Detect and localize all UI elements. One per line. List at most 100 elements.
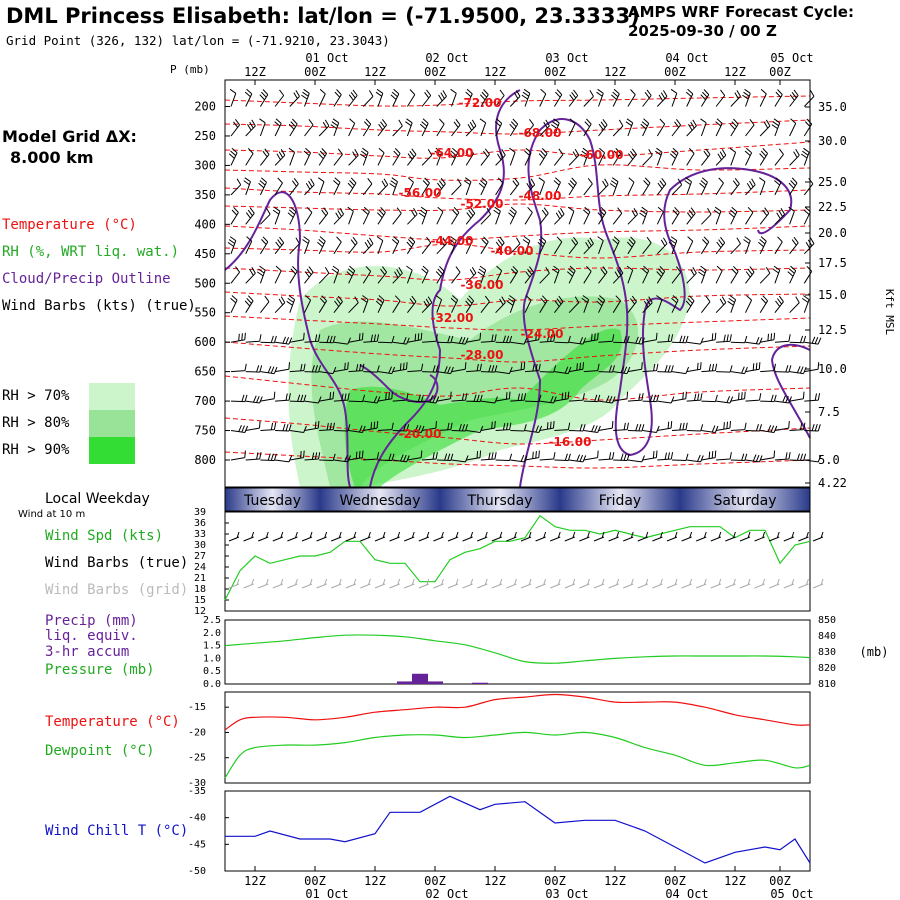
- wind-barb: [774, 89, 783, 107]
- model-grid-label: Model Grid ΔX:: [2, 127, 137, 146]
- weekday-label: Tuesday: [243, 493, 301, 509]
- wind-barb: [377, 119, 387, 137]
- wind-barb: [407, 208, 418, 225]
- wind-barb: [275, 362, 290, 373]
- cloud-outline: [369, 89, 521, 488]
- wind-barb: [627, 295, 637, 314]
- wind-barb: [480, 365, 498, 373]
- top-date-label: 04 Oct: [665, 51, 708, 65]
- wind-barb: [348, 118, 356, 137]
- precip-tick-label: 1.5: [203, 641, 221, 652]
- wind-barb: [745, 337, 763, 345]
- wind-barb: [348, 394, 366, 403]
- wind-barb: [730, 422, 747, 431]
- wind-barb: [625, 118, 634, 137]
- wind-barb-true: [637, 531, 649, 542]
- wind-barb: [730, 391, 746, 402]
- wind-barb: [304, 266, 314, 284]
- wind-barb: [422, 421, 437, 431]
- wind-barb: [509, 118, 519, 137]
- wind-barb: [686, 337, 704, 345]
- wind-barb: [363, 365, 380, 373]
- pressure-tick-label-right: 840: [818, 631, 836, 642]
- wind-barb: [230, 119, 240, 137]
- wind-barb: [259, 118, 266, 137]
- wind-barb: [598, 178, 609, 196]
- wind-barb: [422, 395, 440, 404]
- wind-barb: [789, 335, 807, 344]
- height-tick-label: 7.5: [818, 405, 840, 419]
- wind-barb: [436, 177, 446, 196]
- wind-barb: [774, 395, 792, 404]
- pressure-tick-label: 400: [194, 217, 216, 231]
- bottom-date-label: 05 Oct: [770, 887, 813, 900]
- wind-barb: [656, 118, 666, 137]
- wind-barb: [304, 452, 321, 461]
- wind-barb: [569, 393, 585, 402]
- wind-barb: [304, 365, 321, 373]
- height-tick-label: 4.22: [818, 476, 847, 490]
- temperature-contour-label: -56.00: [399, 186, 442, 200]
- wind-barb: [392, 266, 403, 284]
- wind-barb: [774, 208, 786, 225]
- wind-barb: [494, 118, 503, 137]
- wind-barb: [363, 452, 380, 461]
- wind-barb-grid: [258, 578, 269, 589]
- wind-barb: [377, 206, 386, 225]
- top-time-tick-label: 00Z: [769, 65, 791, 79]
- wind-barb: [626, 265, 634, 284]
- wind-barb: [580, 147, 590, 166]
- bottom-time-tick-label: 00Z: [544, 874, 566, 888]
- rh-bin-swatch-80: [89, 410, 135, 437]
- height-axis-title: Kft MSL: [883, 289, 896, 336]
- pressure-tick-label: 250: [194, 129, 216, 143]
- wind-barb: [436, 206, 444, 225]
- weekday-label: Thursday: [466, 493, 532, 509]
- wind-barb: [745, 454, 763, 463]
- wind-barb: [802, 295, 810, 313]
- wind-barb: [789, 422, 806, 431]
- wind-barb-true: [739, 531, 751, 542]
- wind-barb: [642, 363, 659, 373]
- wind-barb: [539, 396, 557, 404]
- wind-barb: [303, 147, 312, 166]
- wind-barb: [760, 450, 776, 461]
- pressure-tick-label: 200: [194, 100, 216, 114]
- wind-barb-true: [696, 531, 707, 542]
- wind-barb: [319, 422, 335, 431]
- wind-barb: [274, 236, 285, 255]
- wind-barb-true: [623, 531, 634, 542]
- wind-barb-grid: [798, 578, 809, 589]
- top-time-tick-label: 12Z: [724, 65, 746, 79]
- temperature-contour: [224, 375, 811, 401]
- wind-barb-grid: [287, 578, 298, 589]
- cloud-outline: [770, 343, 811, 439]
- wind-barb: [685, 88, 694, 107]
- weekday-segment: [440, 488, 560, 511]
- wind-barb-true: [272, 531, 284, 542]
- wind-barb-true: [769, 531, 780, 542]
- wind-barb: [436, 90, 447, 107]
- wind-barb: [362, 177, 373, 196]
- pressure-label: Pressure (mb): [45, 662, 155, 678]
- wind-barb: [745, 178, 756, 196]
- wind-barb: [451, 336, 469, 345]
- temperature-contour: [224, 119, 811, 135]
- wind-barb: [730, 90, 741, 107]
- wind-barb: [760, 425, 778, 433]
- height-tick-label: 22.5: [818, 200, 847, 214]
- wind-barb: [495, 453, 513, 461]
- bottom-time-tick-label: 12Z: [484, 874, 506, 888]
- wind-barb-grid: [360, 578, 371, 589]
- wind-barb: [552, 265, 560, 284]
- wind-barb: [375, 295, 385, 313]
- wind-barb: [699, 177, 708, 196]
- wind-barb: [524, 119, 534, 137]
- wind-barb-grid: [710, 578, 722, 589]
- wind-barb: [333, 362, 349, 373]
- wind-barb: [656, 206, 664, 225]
- weekday-segment: [560, 488, 680, 511]
- wind-barb: [729, 147, 737, 166]
- wind-barb: [421, 149, 433, 166]
